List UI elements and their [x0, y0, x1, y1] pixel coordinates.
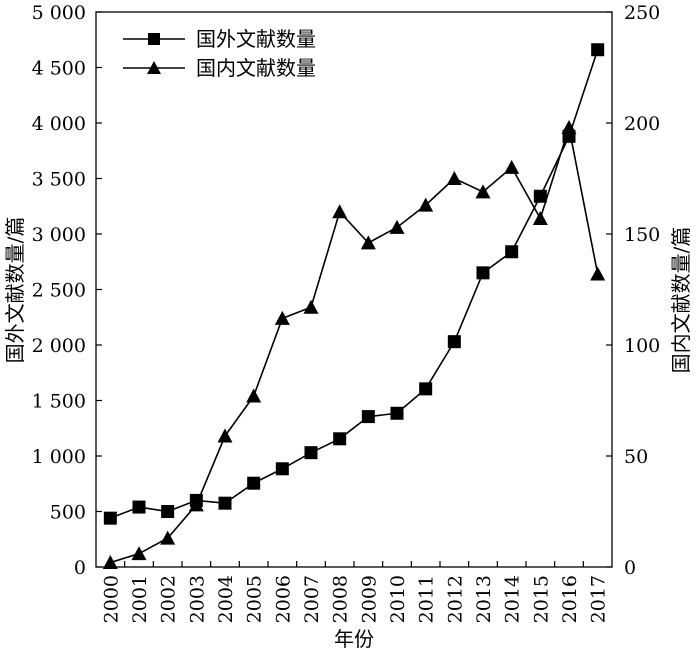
data-point-foreign	[218, 496, 232, 510]
legend: 国外文献数量 国内文献数量	[123, 27, 316, 80]
x-tick-label: 2001	[129, 575, 151, 623]
data-point-foreign	[275, 462, 289, 476]
data-point-foreign	[476, 266, 490, 280]
right-y-tick-label: 100	[624, 335, 660, 357]
x-tick-label: 2003	[186, 575, 208, 623]
x-tick-label: 2005	[244, 575, 266, 623]
left-y-tick-label: 0	[74, 557, 86, 579]
x-tick-label: 2010	[387, 575, 409, 623]
legend-label-foreign: 国外文献数量	[196, 27, 316, 51]
x-tick-label: 2002	[158, 575, 180, 623]
data-point-domestic	[217, 428, 233, 443]
data-point-domestic	[274, 310, 290, 325]
x-tick-label: 2008	[330, 575, 352, 623]
series-line-domestic	[110, 127, 599, 564]
x-tick-label: 2011	[416, 575, 438, 623]
data-point-foreign	[304, 446, 318, 460]
x-tick-label: 2004	[215, 575, 237, 623]
data-point-domestic	[446, 171, 462, 185]
legend-triangle-marker	[147, 61, 161, 74]
data-point-foreign	[419, 382, 433, 396]
data-point-domestic	[389, 219, 405, 234]
left-y-tick-label: 4 500	[32, 58, 86, 80]
data-point-domestic	[561, 119, 577, 134]
data-point-domestic	[246, 388, 262, 403]
series-line-foreign	[110, 49, 599, 519]
data-point-foreign	[390, 406, 404, 420]
data-point-foreign	[247, 476, 261, 490]
left-y-tick-label: 500	[50, 502, 86, 524]
series-layer	[102, 43, 606, 570]
left-y-tick-label: 2 500	[32, 280, 86, 302]
x-tick-label: 2016	[559, 575, 581, 623]
legend-item-domestic: 国内文献数量	[123, 56, 316, 80]
left-y-tick-label: 3 500	[32, 169, 86, 191]
left-y-axis-title: 国外文献数量/篇	[3, 217, 27, 364]
right-y-tick-label: 150	[624, 224, 660, 246]
data-point-foreign	[533, 189, 547, 203]
x-tick-label: 2017	[588, 575, 610, 623]
data-point-foreign	[361, 410, 375, 424]
data-point-domestic	[303, 299, 319, 314]
left-y-axis: 0 500 1 000 1 500 2 000 2 500 3 000 3 500 4 000 4…	[32, 2, 102, 579]
x-tick-label: 2014	[502, 575, 524, 623]
x-axis-title: 年份	[334, 627, 374, 651]
data-point-foreign	[132, 500, 146, 514]
data-point-foreign	[591, 43, 605, 57]
right-y-tick-label: 250	[624, 2, 660, 24]
legend-item-foreign: 国外文献数量	[123, 27, 316, 51]
x-tick-label: 2006	[272, 575, 294, 623]
x-tick-label: 2009	[358, 575, 380, 623]
data-point-foreign	[447, 335, 461, 349]
right-y-tick-label: 0	[624, 557, 636, 579]
data-point-domestic	[532, 210, 548, 225]
x-tick-label: 2000	[100, 575, 122, 623]
right-y-axis: 0 50 100 150 200 250	[606, 2, 660, 579]
left-y-tick-label: 4 000	[32, 113, 86, 135]
x-axis: 2000 2001 2002 2003 2004 2005 2006 2007 2008 2009…	[100, 561, 610, 623]
data-point-foreign	[103, 511, 117, 525]
data-point-domestic	[504, 159, 520, 174]
x-tick-label: 2015	[530, 575, 552, 623]
data-point-foreign	[505, 245, 519, 259]
data-point-domestic	[475, 184, 491, 199]
right-y-axis-title: 国内文献数量/篇	[669, 227, 693, 374]
left-y-tick-label: 3 000	[32, 224, 86, 246]
data-point-domestic	[188, 497, 204, 512]
data-point-foreign	[161, 505, 175, 518]
x-tick-label: 2007	[301, 575, 323, 623]
legend-label-domestic: 国内文献数量	[196, 56, 316, 80]
right-y-tick-label: 200	[624, 113, 660, 135]
x-tick-label: 2012	[444, 575, 466, 623]
data-point-domestic	[131, 546, 147, 561]
data-point-domestic	[360, 235, 376, 250]
plot-frame	[95, 11, 613, 568]
data-point-domestic	[332, 204, 348, 219]
data-point-domestic	[160, 530, 176, 545]
x-tick-label: 2013	[473, 575, 495, 623]
plot-border	[95, 11, 613, 568]
data-point-domestic	[102, 555, 118, 570]
data-point-domestic	[590, 266, 606, 281]
left-y-tick-label: 1 500	[32, 391, 86, 413]
left-y-tick-label: 1 000	[32, 446, 86, 468]
data-point-foreign	[333, 432, 347, 446]
left-y-tick-label: 5 000	[32, 2, 86, 24]
left-y-tick-label: 2 000	[32, 335, 86, 357]
right-y-tick-label: 50	[624, 446, 648, 468]
data-point-domestic	[418, 197, 434, 212]
legend-square-marker	[148, 33, 160, 45]
